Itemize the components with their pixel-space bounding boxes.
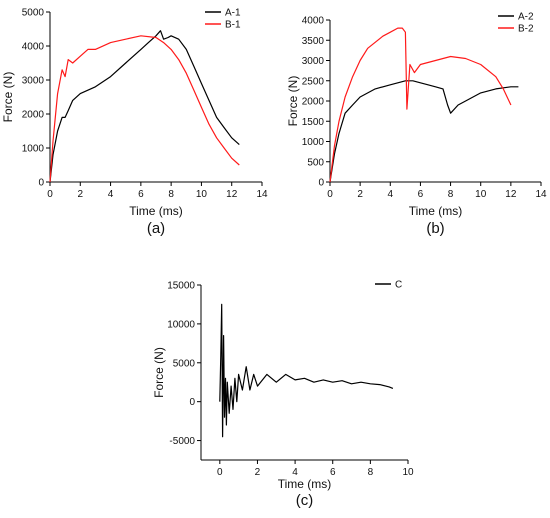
chart-panel-3: 0 2 4 6 8 10 -5000 0 5000 10000 15000 Time (ms) Forc… [152,280,414,510]
y-tick-label: 2000 [302,97,325,108]
x-tick-label: 4 [292,467,298,478]
series-line-B-2 [329,27,512,183]
x-tick-label: 12 [226,189,238,200]
x-tick-label: 14 [256,189,268,200]
legend-label-B-1: B-1 [225,20,241,31]
series-line-C [219,303,394,438]
x-tick-label: 4 [388,189,394,200]
panel-label: (a) [147,220,165,237]
y-tick-label: 1500 [302,117,325,128]
x-tick-label: 8 [168,189,174,200]
y-tick-label: 0 [189,397,195,408]
x-axis-title: Time (ms) [129,204,183,218]
y-axis-title: Force (N) [152,347,166,398]
y-tick-label: 0 [318,178,324,189]
legend-label-A-1: A-1 [225,8,241,19]
y-tick-label: 5000 [22,8,45,19]
x-tick-label: 2 [357,189,363,200]
legend-label-B-2: B-2 [518,24,534,35]
y-tick-label: 1000 [302,137,325,148]
panel-label: (c) [296,492,314,509]
legend-label-C: C [395,280,402,291]
x-tick-label: 0 [47,189,53,200]
panel-label: (b) [426,220,444,237]
y-tick-label: 2500 [302,76,325,87]
x-tick-label: 2 [78,189,84,200]
y-tick-label: 3500 [302,36,325,47]
x-tick-label: 14 [535,189,547,200]
y-tick-label: 4000 [22,42,45,53]
legend-label-A-2: A-2 [518,12,534,23]
x-tick-label: 4 [108,189,114,200]
x-tick-label: 6 [330,467,336,478]
y-tick-label: 500 [307,157,324,168]
y-tick-label: 2000 [22,110,45,121]
x-axis-title: Time (ms) [409,204,463,218]
y-tick-label: 3000 [302,56,325,67]
y-tick-label: 10000 [167,319,195,330]
x-tick-label: 0 [217,467,223,478]
y-tick-label: 5000 [173,358,196,369]
y-axis-title: Force (N) [286,76,300,127]
y-axis-title: Force (N) [1,72,15,123]
x-tick-label: 6 [418,189,424,200]
chart-panel-2: 0 2 4 6 8 10 12 14 0 500 1000 1500 2000 2500 3000 3500 4… [286,12,547,238]
y-tick-label: 15000 [167,281,195,292]
x-tick-label: 10 [196,189,208,200]
x-tick-label: 6 [138,189,144,200]
x-tick-label: 0 [327,189,333,200]
y-tick-label: 0 [38,178,44,189]
series-line-A-2 [329,80,519,183]
x-tick-label: 8 [368,467,374,478]
series-line-A-1 [49,30,240,183]
chart-panel-1: 0 2 4 6 8 10 12 14 0 1000 2000 3000 4000 5000 Time (ms… [1,8,268,238]
x-tick-label: 10 [402,467,414,478]
x-axis-title: Time (ms) [278,477,332,491]
series-line-B-1 [49,35,240,183]
y-tick-label: 3000 [22,76,45,87]
y-tick-label: 1000 [22,144,45,155]
x-tick-label: 8 [448,189,454,200]
y-tick-label: 4000 [302,16,325,27]
x-tick-label: 10 [475,189,487,200]
y-tick-label: -5000 [169,436,195,447]
x-tick-label: 2 [255,467,261,478]
x-tick-label: 12 [505,189,517,200]
